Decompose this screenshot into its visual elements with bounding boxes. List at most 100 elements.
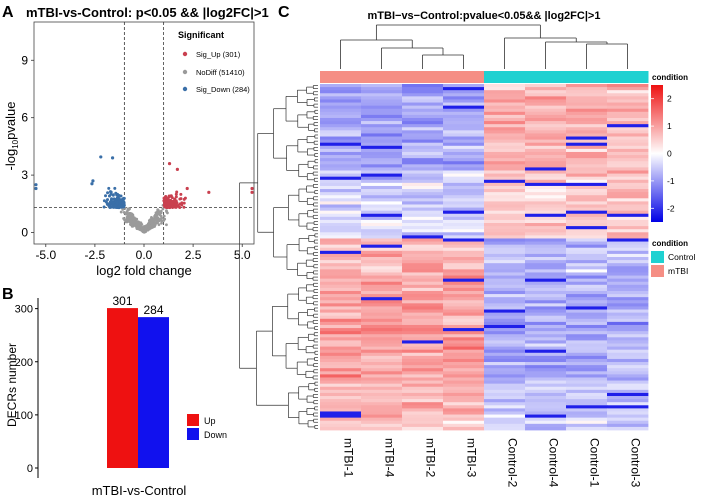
heatmap-cell (607, 229, 649, 233)
heatmap-cell (402, 195, 444, 199)
heatmap-cell (361, 355, 403, 360)
heatmap-cell (525, 411, 567, 415)
heatmap-cell (525, 244, 567, 249)
condition-cell-mtbi (361, 71, 403, 83)
heatmap-cell (484, 281, 526, 286)
heatmap-cell (607, 189, 649, 193)
heatmap-cell (443, 210, 485, 215)
heatmap-cell (525, 287, 567, 292)
heatmap-cell (607, 93, 649, 97)
heatmap-cell (525, 281, 567, 286)
heatmap-cell (566, 148, 608, 153)
bar-y-tick-label: 100 (15, 410, 33, 422)
heatmap-cell (402, 272, 444, 276)
heatmap-cell (361, 207, 403, 212)
heatmap-cell (320, 337, 362, 341)
heatmap-cell (484, 102, 526, 107)
heatmap-cell (361, 284, 403, 289)
heatmap-cell (525, 340, 567, 344)
heatmap-cell (402, 136, 444, 141)
heatmap-cell (566, 266, 608, 270)
heatmap-cell (320, 331, 362, 335)
heatmap-cell (566, 257, 608, 261)
heatmap-cell (607, 423, 649, 428)
heatmap-cell (607, 389, 649, 394)
legend-up-dot (182, 51, 188, 57)
heatmap-cell (525, 226, 567, 230)
column-label: Control-3 (629, 438, 643, 488)
heatmap-cell (484, 362, 526, 366)
heatmap-cell (320, 216, 362, 221)
heatmap-cell (320, 114, 362, 119)
heatmap-cell (607, 414, 649, 419)
heatmap-cell (525, 355, 567, 360)
heatmap-cell (484, 396, 526, 400)
column-label: Control-2 (506, 438, 520, 488)
heatmap-cell (566, 309, 608, 314)
heatmap-cell (320, 275, 362, 280)
heatmap-cell (525, 337, 567, 341)
heatmap-cell (566, 318, 608, 323)
heatmap-cell (361, 124, 403, 128)
heatmap-cell (443, 324, 485, 329)
heatmap-cell (484, 420, 526, 425)
heatmap-cell (443, 371, 485, 375)
heatmap-cell (320, 170, 362, 174)
heatmap-cell (361, 426, 403, 431)
heatmap-cell (402, 389, 444, 394)
heatmap-cell (525, 121, 567, 125)
heatmap-cell (361, 352, 403, 357)
bar-value-up: 301 (112, 294, 132, 308)
heatmap-cell (443, 284, 485, 289)
panel-c-heatmap: C mTBI−vs−Control:pvalue<0.05&& |log2FC|… (239, 4, 696, 488)
heatmap-cell (484, 278, 526, 283)
volcano-y-axis-label: -log10pvalue (3, 102, 20, 171)
heatmap-cell (443, 396, 485, 400)
volcano-x-axis-label: log2 fold change (96, 263, 191, 278)
heatmap-cell (484, 346, 526, 351)
heatmap-cell (361, 195, 403, 199)
heatmap-cells (320, 84, 649, 431)
heatmap-cell (525, 315, 567, 320)
heatmap-cell (361, 235, 403, 239)
heatmap-cell (443, 257, 485, 261)
heatmap-cell (361, 266, 403, 270)
heatmap-cell (320, 405, 362, 409)
heatmap-cell (402, 130, 444, 134)
heatmap-cell (402, 241, 444, 246)
heatmap-cell (566, 179, 608, 184)
heatmap-cell (443, 238, 485, 242)
heatmap-cell (361, 198, 403, 202)
heatmap-cell (566, 136, 608, 141)
heatmap-cell (607, 420, 649, 425)
heatmap-cell (361, 90, 403, 94)
volcano-y-axis-text: -log10pvalue (3, 102, 20, 171)
heatmap-cell (443, 389, 485, 394)
point-sig-down (111, 201, 115, 205)
heatmap-cell (525, 158, 567, 162)
heatmap-cell (402, 102, 444, 107)
heatmap-cell (525, 303, 567, 307)
heatmap-cell (566, 346, 608, 351)
volcano-legend-item-down: Sig_Down (284) (182, 85, 250, 94)
heatmap-cell (484, 133, 526, 137)
heatmap-cell (484, 402, 526, 406)
heatmap-cell (525, 105, 567, 110)
heatmap-cell (525, 99, 567, 103)
heatmap-cell (607, 102, 649, 107)
heatmap-cell (607, 349, 649, 354)
heatmap-cell (607, 139, 649, 144)
heatmap-cell (484, 145, 526, 150)
bar-up (107, 308, 138, 468)
heatmap-cell (607, 324, 649, 329)
panel-b-barchart: B DECRs number 0 100 200 300 301 284 mTBI-vs… (2, 286, 227, 498)
heatmap-cell (607, 312, 649, 317)
heatmap-cell (607, 426, 649, 431)
heatmap-cell (320, 207, 362, 212)
heatmap-cell (566, 182, 608, 187)
heatmap-cell (525, 334, 567, 338)
heatmap-cell (607, 253, 649, 258)
heatmap-cell (320, 290, 362, 295)
heatmap-cell (402, 117, 444, 122)
heatmap-cell (607, 223, 649, 227)
